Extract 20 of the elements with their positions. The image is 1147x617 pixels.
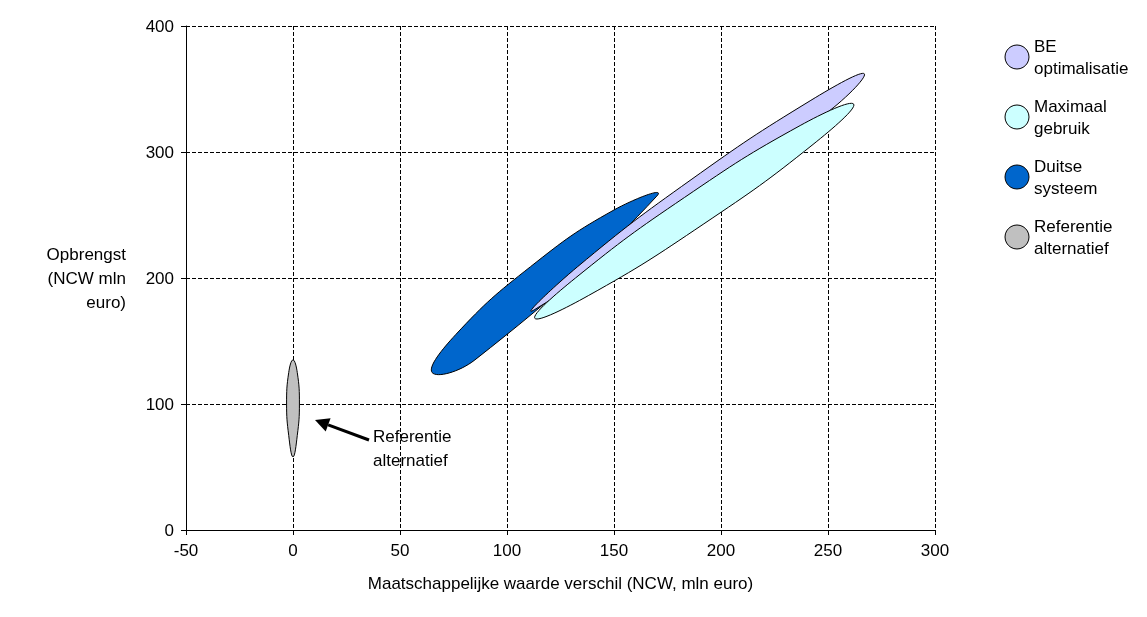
x-tick-label: 250	[813, 541, 843, 560]
text: Referentie alternatief	[1034, 216, 1113, 258]
legend-label: BE optimalisatie	[1034, 36, 1129, 78]
y-tick-label: 100	[145, 394, 174, 414]
x-axis-title: Maatschappelijke waarde verschil (NCW, mln euro)	[367, 574, 754, 593]
x-tick-label: 150	[599, 541, 629, 560]
y-tick-label: 200	[145, 268, 174, 288]
y-tick-label: 0	[164, 520, 174, 540]
x-tick-label: 300	[920, 541, 950, 560]
x-tick-label: 0	[288, 541, 298, 560]
legend-label: Maximaal gebruik	[1034, 96, 1107, 138]
legend-label: Referentie alternatief	[373, 427, 452, 470]
y-tick-label: 300	[145, 142, 174, 162]
x-tick-label: 50	[390, 541, 410, 560]
y-axis-title: Opbrengst (NCW mln euro)	[46, 244, 127, 312]
x-tick-label: 200	[706, 541, 736, 560]
legend-label: Duitse systeem	[1034, 156, 1098, 198]
x-tick-label: 100	[492, 541, 522, 560]
x-tick-label: -50	[173, 541, 199, 560]
y-tick-label: 400	[145, 16, 174, 36]
